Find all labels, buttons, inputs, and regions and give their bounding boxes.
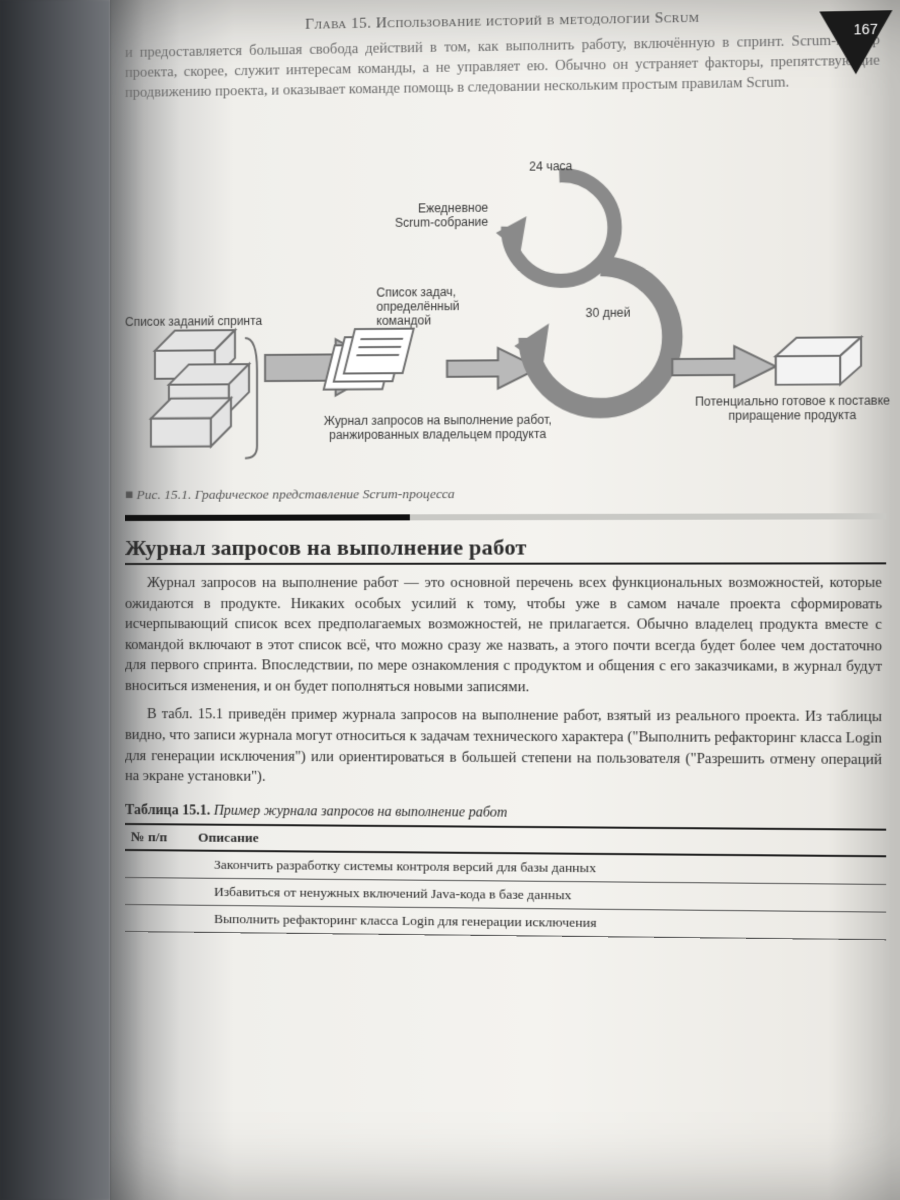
cell-num — [125, 877, 192, 905]
label-sprint-backlog: Список заданий спринта — [125, 315, 275, 330]
col-num: № п/п — [125, 824, 192, 851]
section-separator — [125, 513, 886, 521]
cell-desc: Выполнить рефакторинг класса Login для г… — [192, 905, 886, 940]
cell-num — [125, 850, 192, 878]
intro-paragraph: и предоставляется большая свобода действ… — [125, 30, 880, 103]
label-increment: Потенциально готовое к поставкеприращени… — [694, 394, 892, 423]
label-30d: 30 дней — [586, 307, 631, 321]
figure-ref: Рис. 15.1. — [137, 487, 192, 502]
section-para-2: В табл. 15.1 приведён пример журнала зап… — [125, 704, 882, 791]
table-number: Таблица 15.1. — [125, 803, 210, 819]
section-heading: Журнал запросов на выполнение работ — [125, 534, 886, 565]
scrum-process-diagram: 24 часа 30 дней ЕжедневноеScrum-собрание… — [125, 100, 880, 481]
backlog-table: № п/п Описание Закончить разработку сист… — [125, 823, 886, 940]
figure-caption-text: Графическое представление Scrum-процесса — [195, 486, 455, 502]
label-team-tasks: Список задач,определённыйкомандой — [376, 285, 508, 328]
figure-caption: ■ Рис. 15.1. Графическое представление S… — [125, 485, 886, 503]
table-title: Пример журнала запросов на выполнение ра… — [214, 803, 508, 820]
cell-num — [125, 904, 192, 932]
page-number: 167 — [853, 21, 877, 38]
section-para-1: Журнал запросов на выполнение работ — эт… — [125, 573, 882, 699]
book-spine — [0, 0, 110, 1200]
label-24h: 24 часа — [529, 160, 572, 175]
label-daily-meeting: ЕжедневноеScrum-собрание — [366, 202, 488, 231]
book-page: 167 Глава 15. Использование историй в ме… — [125, 6, 886, 1174]
book-photo: 167 Глава 15. Использование историй в ме… — [0, 0, 900, 1200]
table-caption: Таблица 15.1. Пример журнала запросов на… — [125, 803, 886, 825]
label-product-backlog: Журнал запросов на выполнение работ,ранж… — [275, 413, 601, 443]
